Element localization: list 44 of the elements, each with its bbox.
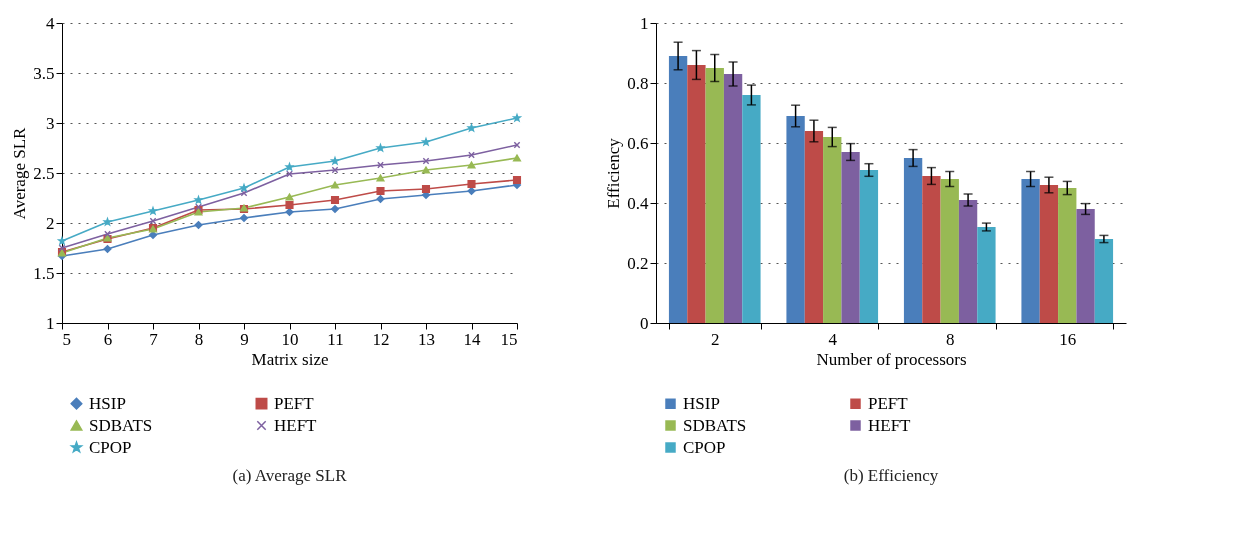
x-tick-label: 8 — [194, 329, 204, 349]
x-tick-label: 13 — [418, 329, 435, 349]
legend-label: CPOP — [683, 437, 726, 457]
y-tick-label: 1 — [640, 13, 649, 33]
text: (a) Average SLR — [232, 466, 348, 485]
legend-label: HSIP — [89, 393, 126, 413]
x-tick-label: 5 — [62, 329, 71, 349]
legend-label: HEFT — [274, 415, 318, 435]
x-axis-title: Matrix size — [251, 349, 329, 369]
x-tick-label: 14 — [463, 329, 481, 349]
y-tick-label: 0.6 — [627, 133, 649, 153]
legend-label: PEFT — [274, 393, 315, 413]
x-axis-title: Number of processors — [816, 349, 967, 369]
legend-label: HEFT — [868, 415, 912, 435]
y-tick-label: 2 — [46, 213, 55, 233]
y-tick-label: 0.4 — [627, 193, 649, 213]
legend-label: CPOP — [89, 437, 132, 457]
x-tick-label: 6 — [103, 329, 113, 349]
y-tick-label: 3.5 — [33, 63, 55, 83]
y-tick-label: 4 — [46, 13, 55, 33]
legend-label: HSIP — [683, 393, 720, 413]
x-tick-label: 16 — [1059, 329, 1077, 349]
x-tick-label: 12 — [372, 329, 390, 349]
x-tick-label: 2 — [711, 329, 720, 349]
legend-label: SDBATS — [89, 415, 153, 435]
x-tick-label: 8 — [946, 329, 955, 349]
legend-label: PEFT — [868, 393, 909, 413]
x-tick-label: 11 — [327, 329, 344, 349]
x-tick-label: 15 — [500, 329, 518, 349]
y-tick-label: 0.2 — [627, 253, 649, 273]
y-tick-label: 3 — [46, 113, 55, 133]
y-tick-label: 0.8 — [627, 73, 649, 93]
y-tick-label: 0 — [640, 313, 649, 333]
y-axis-title: Average SLR — [10, 126, 30, 220]
x-tick-label: 7 — [149, 329, 159, 349]
legend-label: SDBATS — [683, 415, 747, 435]
x-tick-label: 10 — [281, 329, 299, 349]
y-tick-label: 1.5 — [33, 263, 55, 283]
x-tick-label: 4 — [828, 329, 838, 349]
y-axis-title: Efficiency — [604, 137, 624, 209]
x-tick-label: 9 — [240, 329, 249, 349]
text: (b) Efficiency — [843, 466, 939, 485]
y-tick-label: 1 — [46, 313, 55, 333]
y-tick-label: 2.5 — [33, 163, 55, 183]
